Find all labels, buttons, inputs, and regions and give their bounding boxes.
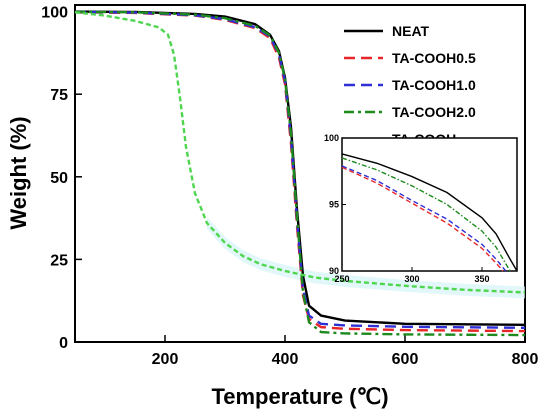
inset-x-tick-label: 350 — [474, 274, 489, 284]
inset-y-tick-label: 95 — [329, 200, 339, 210]
series-line-ta-cooh — [74, 11, 526, 294]
plot-frame — [74, 4, 526, 343]
axis-ticks: 200 400 600 800 0 25 50 75 100 — [41, 5, 538, 368]
x-tick-label: 600 — [392, 351, 419, 368]
legend: NEATTA-COOH0.5TA-COOH1.0TA-COOH2.0TA-COO… — [344, 23, 476, 147]
x-axis-title: Temperature (℃) — [211, 384, 388, 409]
legend-label: TA-COOH1.0 — [392, 77, 476, 93]
inset-series-line-neat — [341, 153, 518, 272]
y-tick-label: 0 — [59, 335, 68, 352]
inset-y-tick-label: 90 — [329, 266, 339, 276]
inset-x-tick-label: 300 — [404, 274, 419, 284]
legend-label: TA-COOH2.0 — [392, 104, 476, 120]
inset-frame — [341, 137, 518, 272]
y-axis-title: Weight (%) — [6, 116, 31, 229]
inset-x-tick-label: 250 — [334, 274, 349, 284]
x-tick-label: 400 — [272, 351, 299, 368]
inset-y-tick-label: 100 — [324, 133, 339, 143]
legend-label: NEAT — [392, 23, 430, 39]
x-tick-label: 200 — [152, 351, 179, 368]
legend-label: TA-COOH0.5 — [392, 50, 476, 66]
inset-series-lines — [341, 153, 518, 272]
series-lines — [74, 10, 526, 337]
y-tick-label: 50 — [50, 170, 68, 187]
inset-series-line-ta-cooh2-0 — [341, 157, 511, 272]
y-tick-label: 75 — [50, 87, 68, 104]
inset-axis-ticks: 250 300 350 90 95 100 — [324, 133, 490, 284]
y-tick-label: 25 — [50, 252, 68, 269]
x-tick-label: 800 — [512, 351, 539, 368]
series-line-ta-cooh2-0 — [74, 10, 526, 337]
inset-zoom-plot: 250 300 350 90 95 100 — [324, 133, 518, 284]
y-tick-label: 100 — [41, 5, 68, 22]
